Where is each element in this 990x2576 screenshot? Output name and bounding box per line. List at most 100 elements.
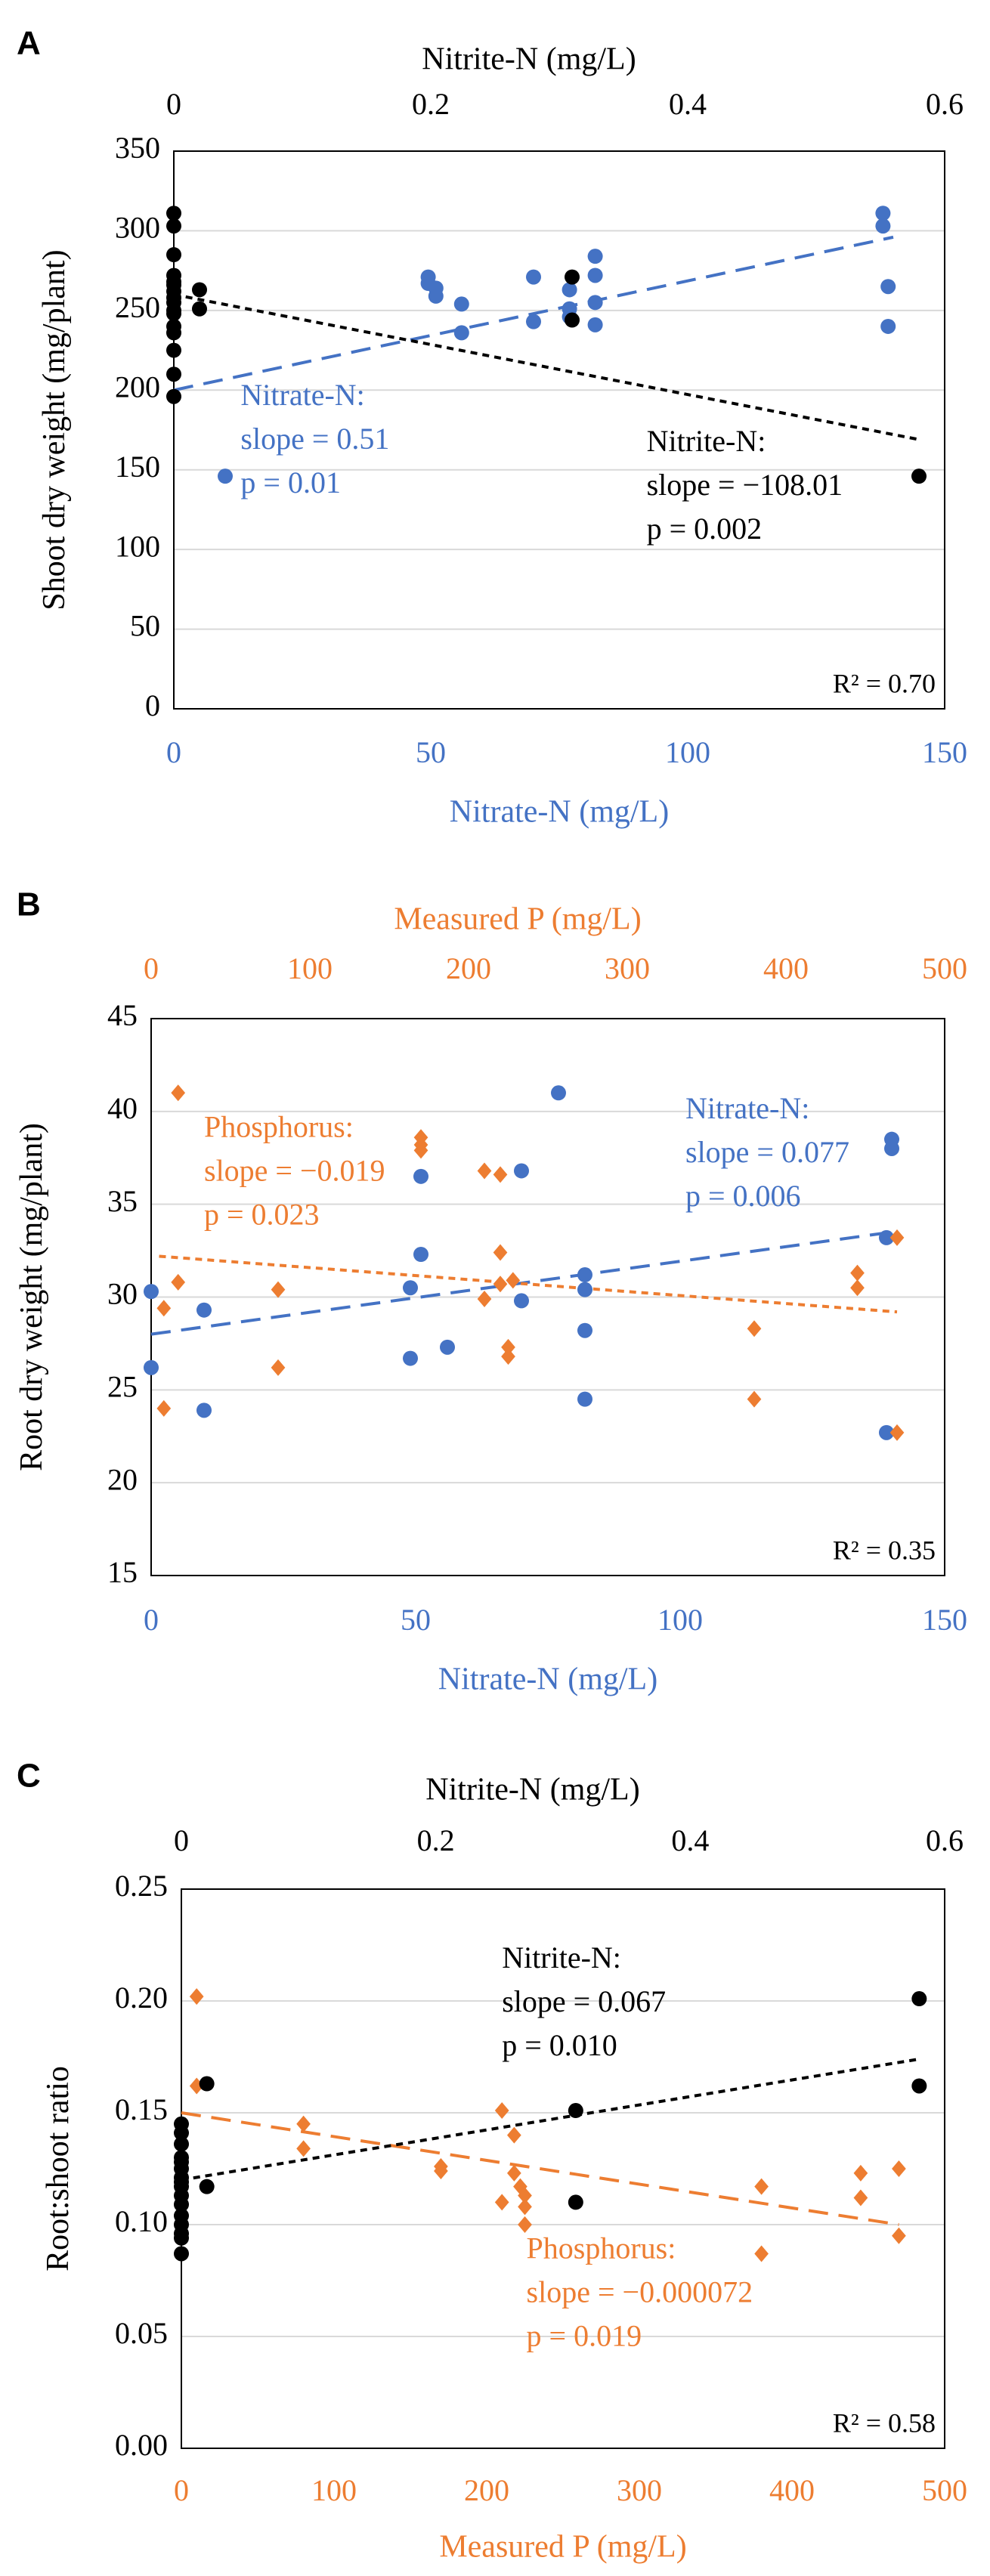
top-x-tick-label: 0.6 <box>926 1823 964 1857</box>
regression-annotation: Phosphorus: <box>527 2231 676 2265</box>
data-point <box>526 269 541 285</box>
data-point <box>850 1279 865 1297</box>
data-point <box>880 318 896 334</box>
data-point <box>494 2102 509 2120</box>
data-point <box>884 1131 899 1147</box>
y-axis-title: Root dry weight (mg/plant) <box>14 1123 49 1471</box>
y-tick-label: 40 <box>107 1091 138 1125</box>
top-x-tick-label: 0 <box>144 951 159 985</box>
trendline <box>159 1254 898 1314</box>
y-tick-label: 45 <box>107 998 138 1032</box>
data-point <box>493 1276 508 1293</box>
data-point <box>493 1166 508 1183</box>
data-point <box>156 1300 172 1317</box>
data-point <box>271 1359 286 1376</box>
bottom-x-tick-label: 150 <box>922 735 967 769</box>
y-tick-label: 150 <box>115 450 160 484</box>
data-point <box>514 1163 529 1179</box>
bottom-x-tick-label: 100 <box>665 735 710 769</box>
top-x-tick-label: 100 <box>287 951 333 985</box>
trendline <box>181 2111 899 2226</box>
regression-annotation: Nitrate-N: <box>685 1091 809 1125</box>
trendline <box>173 292 920 441</box>
top-x-tick-label: 0.4 <box>669 87 707 121</box>
data-point <box>577 1267 592 1283</box>
y-tick-label: 300 <box>115 211 160 245</box>
data-point <box>166 342 181 358</box>
data-point <box>174 2174 189 2190</box>
bottom-x-tick-label: 100 <box>657 1603 703 1637</box>
data-point <box>199 2179 215 2194</box>
data-point <box>507 2164 521 2182</box>
data-point <box>174 2136 189 2152</box>
data-point <box>494 2194 509 2211</box>
data-point <box>568 2194 583 2210</box>
data-point <box>747 1320 762 1337</box>
data-point <box>850 1264 865 1282</box>
trendline <box>173 235 894 392</box>
data-point <box>477 1162 492 1180</box>
data-point <box>506 1272 521 1289</box>
data-point <box>403 1350 418 1366</box>
bottom-x-axis-title: Nitrate-N (mg/L) <box>450 795 669 830</box>
regression-annotation: p = 0.002 <box>647 512 763 546</box>
data-point <box>413 1246 428 1262</box>
bottom-x-tick-label: 50 <box>401 1603 431 1637</box>
regression-annotation: p = 0.006 <box>685 1179 801 1213</box>
bottom-x-tick-label: 200 <box>464 2473 509 2507</box>
top-x-tick-label: 500 <box>922 951 967 985</box>
data-point <box>174 2154 189 2170</box>
regression-annotation: slope = −108.01 <box>647 468 843 502</box>
top-x-tick-label: 200 <box>446 951 491 985</box>
data-point <box>166 325 181 341</box>
regression-annotation: p = 0.01 <box>240 465 341 499</box>
regression-annotation: p = 0.010 <box>502 2028 617 2062</box>
data-point <box>296 2140 311 2157</box>
data-point <box>434 2162 448 2179</box>
regression-annotation: Nitrite-N: <box>647 424 766 458</box>
data-point <box>754 2178 769 2195</box>
data-point <box>477 1290 492 1307</box>
data-point <box>453 296 469 312</box>
regression-annotation: Nitrate-N: <box>240 378 364 412</box>
data-point <box>875 206 891 221</box>
data-point <box>271 1281 286 1298</box>
data-point <box>577 1282 592 1297</box>
data-point <box>518 2198 532 2216</box>
panel-label: C <box>17 1758 41 1795</box>
regression-annotation: slope = 0.067 <box>502 1984 666 2018</box>
data-point <box>413 1142 428 1159</box>
y-tick-label: 200 <box>115 370 160 404</box>
data-point <box>218 469 233 484</box>
data-point <box>514 1293 529 1309</box>
y-tick-label: 350 <box>115 131 160 165</box>
data-point <box>880 279 896 295</box>
regression-annotation: slope = 0.51 <box>240 422 389 456</box>
r-squared-label: R² = 0.35 <box>833 1535 936 1565</box>
y-tick-label: 0.10 <box>115 2204 168 2238</box>
top-x-tick-label: 0.2 <box>417 1823 455 1857</box>
y-tick-label: 35 <box>107 1184 138 1218</box>
data-point <box>189 1988 204 2005</box>
data-point <box>296 2115 311 2132</box>
data-point <box>568 2103 583 2119</box>
y-tick-label: 30 <box>107 1277 138 1311</box>
data-point <box>587 267 603 283</box>
regression-annotation: slope = −0.000072 <box>527 2275 753 2309</box>
data-point <box>166 206 181 221</box>
data-point <box>171 1273 186 1291</box>
panel-b-chart: B 15 20 25 30 35 40 45 Root dry weight (mg/plant… <box>14 886 967 1697</box>
data-point <box>501 1348 515 1365</box>
data-point <box>453 325 469 341</box>
regression-annotation: slope = 0.077 <box>685 1135 849 1169</box>
y-tick-label: 0.20 <box>115 1981 168 2015</box>
data-point <box>507 2126 521 2144</box>
top-x-axis-title: Measured P (mg/L) <box>394 902 641 937</box>
data-point <box>413 1168 428 1184</box>
data-point <box>526 314 541 329</box>
data-point <box>875 218 891 234</box>
top-x-tick-label: 0 <box>174 1823 189 1857</box>
data-point <box>911 2078 927 2094</box>
data-point <box>518 2187 532 2204</box>
